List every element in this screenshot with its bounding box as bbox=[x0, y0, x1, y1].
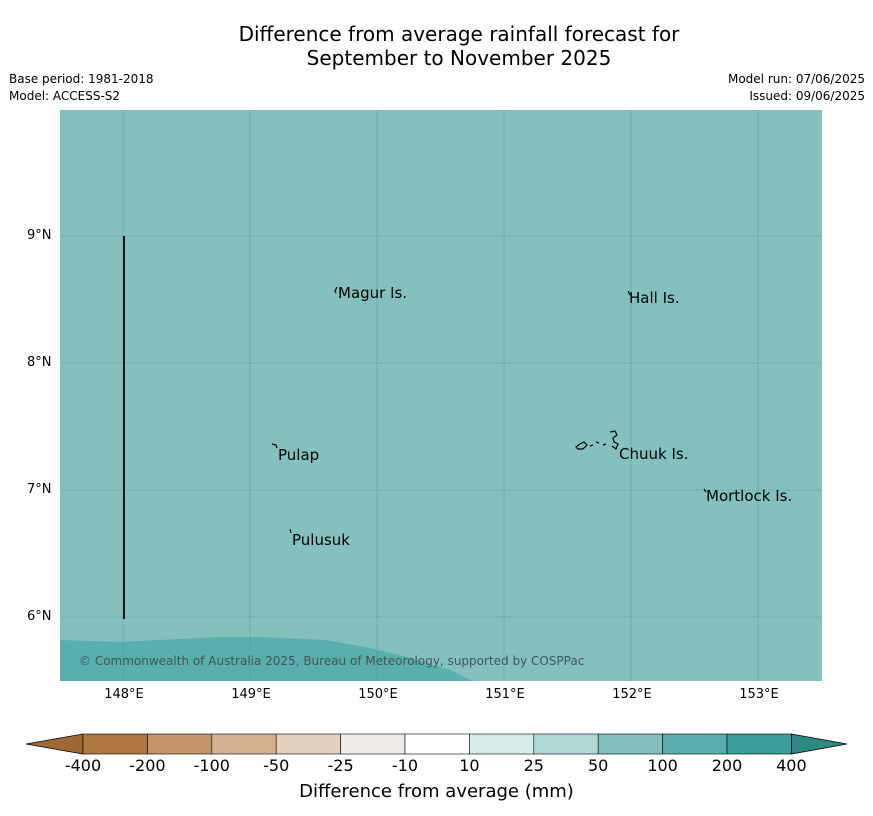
lat-label-9n: 9°N bbox=[27, 228, 52, 243]
colorbar-segment bbox=[211, 733, 277, 755]
meta-left: Base period: 1981-2018 Model: ACCESS-S2 bbox=[9, 71, 154, 105]
lon-label-153e: 153°E bbox=[739, 687, 779, 702]
place-pulusuk: Pulusuk bbox=[292, 531, 350, 549]
colorbar-tick-label: -100 bbox=[193, 756, 230, 775]
colorbar-over-arrow bbox=[791, 733, 848, 755]
pulap-island-shape bbox=[271, 443, 278, 449]
lat-label-8n: 8°N bbox=[27, 355, 52, 370]
base-period: Base period: 1981-2018 bbox=[9, 72, 154, 86]
islands bbox=[271, 286, 707, 534]
colorbar-tick-label: -25 bbox=[327, 756, 354, 775]
colorbar-segment bbox=[597, 733, 663, 755]
colorbar-tick-label: 100 bbox=[647, 756, 678, 775]
hall-island-shape bbox=[627, 290, 631, 296]
colorbar-tick-label: -10 bbox=[391, 756, 419, 775]
gridlines bbox=[60, 110, 822, 681]
title-line-2: September to November 2025 bbox=[306, 46, 612, 70]
colorbar-tick-label: -200 bbox=[129, 756, 166, 775]
lon-label-150e: 150°E bbox=[358, 687, 398, 702]
colorbar-segment bbox=[533, 733, 599, 755]
place-chuuk: Chuuk Is. bbox=[619, 445, 689, 463]
mortlock-island-shape bbox=[703, 488, 707, 493]
model-run: Model run: 07/06/2025 bbox=[727, 72, 865, 86]
title-line-1: Difference from average rainfall forecas… bbox=[238, 22, 680, 46]
meta-right: Model run: 07/06/2025 Issued: 09/06/2025 bbox=[728, 71, 865, 105]
colorbar-segment bbox=[275, 733, 341, 755]
lat-label-6n: 6°N bbox=[27, 609, 52, 624]
colorbar-segment bbox=[340, 733, 406, 755]
lon-label-152e: 152°E bbox=[612, 687, 652, 702]
pulusuk-island-shape bbox=[289, 528, 292, 534]
place-magur: Magur Is. bbox=[338, 284, 408, 302]
map-title: Difference from average rainfall forecas… bbox=[0, 22, 873, 70]
magur-island-shape bbox=[334, 286, 338, 294]
place-pulap: Pulap bbox=[278, 446, 320, 464]
colorbar-segment bbox=[726, 733, 792, 755]
colorbar-tick-label: -400 bbox=[64, 756, 102, 775]
colorbar-title: Difference from average (mm) bbox=[299, 781, 574, 802]
colorbar-tick-label: 400 bbox=[776, 756, 807, 775]
colorbar-tick-label: -50 bbox=[263, 756, 290, 775]
model-name: Model: ACCESS-S2 bbox=[9, 89, 121, 103]
colorbar bbox=[25, 733, 848, 755]
colorbar-tick-label: 200 bbox=[711, 756, 743, 775]
place-hall: Hall Is. bbox=[629, 289, 680, 307]
colorbar-segment bbox=[82, 733, 148, 755]
issued-date: Issued: 09/06/2025 bbox=[749, 89, 865, 103]
colorbar-segment bbox=[147, 733, 213, 755]
lon-label-148e: 148°E bbox=[104, 687, 144, 702]
lon-label-149e: 149°E bbox=[231, 687, 271, 702]
lon-label-151e: 151°E bbox=[485, 687, 525, 702]
colorbar-segment bbox=[404, 733, 470, 755]
lat-label-7n: 7°N bbox=[27, 482, 52, 497]
place-mortlock: Mortlock Is. bbox=[706, 487, 793, 505]
colorbar-tick-label: 25 bbox=[523, 756, 544, 775]
colorbar-tick-label: 50 bbox=[588, 756, 609, 775]
rainfall-band-100-200 bbox=[60, 637, 472, 681]
copyright-notice: © Commonwealth of Australia 2025, Bureau… bbox=[79, 654, 585, 668]
chuuk-islands-shape bbox=[575, 430, 619, 450]
colorbar-segment bbox=[469, 733, 535, 755]
map-background bbox=[60, 110, 822, 681]
colorbar-under-arrow bbox=[25, 733, 84, 755]
colorbar-segment bbox=[662, 733, 728, 755]
colorbar-tick-label: 10 bbox=[459, 756, 480, 775]
